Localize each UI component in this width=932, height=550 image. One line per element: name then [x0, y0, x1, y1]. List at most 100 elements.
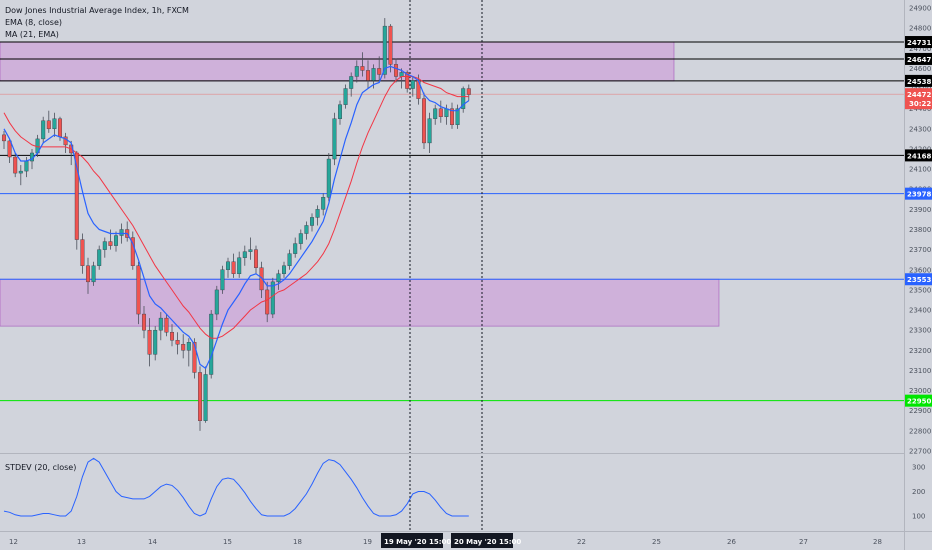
- candle: [377, 56, 382, 81]
- candle: [455, 104, 460, 129]
- candle: [242, 245, 247, 266]
- time-tick-label: 26: [727, 538, 736, 546]
- candle: [354, 60, 359, 83]
- candle-body: [405, 72, 410, 89]
- candle: [438, 100, 443, 123]
- candle: [41, 116, 46, 143]
- candle: [91, 261, 96, 286]
- candle: [338, 100, 343, 125]
- candle-body: [371, 68, 376, 81]
- candle-body: [197, 372, 202, 421]
- level-price-tag: [905, 273, 932, 286]
- level-price-tag: [905, 187, 932, 200]
- candle-body: [461, 88, 466, 109]
- candle: [237, 251, 242, 278]
- candle: [203, 366, 208, 423]
- candle-body: [343, 88, 348, 105]
- ema-legend: EMA (8, close): [5, 18, 62, 27]
- candle: [164, 314, 169, 337]
- candle-body: [304, 225, 309, 234]
- candle-body: [444, 108, 449, 117]
- candle-body: [113, 235, 118, 246]
- candle-body: [438, 108, 443, 117]
- candle-body: [231, 261, 236, 274]
- candle-body: [382, 25, 387, 75]
- time-tick-label: 22: [577, 538, 586, 546]
- candle-body: [366, 70, 371, 81]
- candle-body: [422, 98, 427, 144]
- candle-body: [214, 289, 219, 315]
- symbol-title: Dow Jones Industrial Average Index, 1h, …: [5, 6, 189, 15]
- candle-body: [326, 158, 331, 198]
- candle-body: [158, 317, 163, 331]
- candle: [253, 245, 258, 274]
- price-tick-label: 23400: [909, 307, 931, 315]
- price-tick-label: 23200: [909, 347, 931, 355]
- time-tick-label: 12: [9, 538, 18, 546]
- candle: [231, 253, 236, 278]
- candle: [422, 92, 427, 149]
- candle: [52, 112, 57, 137]
- candle-body: [186, 342, 191, 351]
- time-tick-label: 18: [293, 538, 302, 546]
- candle-body: [147, 329, 152, 355]
- candle: [130, 231, 135, 270]
- candle-body: [253, 249, 258, 268]
- candle: [18, 165, 23, 186]
- candle: [343, 84, 348, 109]
- candle: [153, 326, 158, 361]
- price-tick-label: 23900: [909, 206, 931, 214]
- candle-body: [41, 120, 46, 140]
- candle-body: [24, 160, 29, 172]
- candle-body: [388, 25, 393, 65]
- price-tick-label: 23600: [909, 266, 931, 274]
- ma-legend: MA (21, EMA): [5, 30, 59, 39]
- time-highlight-bg: [381, 533, 443, 548]
- level-price-tag-label: 24731: [907, 39, 931, 47]
- time-tick-label: 14: [148, 538, 157, 546]
- candle-body: [141, 313, 146, 331]
- candle-body: [450, 108, 455, 125]
- candle: [85, 257, 90, 294]
- candle: [332, 112, 337, 166]
- candle: [321, 193, 326, 216]
- candle-body: [360, 66, 365, 71]
- price-tick-label: 23100: [909, 367, 931, 375]
- level-price-tag-label: 23553: [907, 276, 931, 284]
- candle: [304, 221, 309, 240]
- candle-body: [209, 313, 214, 375]
- candle: [410, 76, 415, 97]
- price-tick-label: 24300: [909, 125, 931, 133]
- candle: [349, 72, 354, 97]
- candle: [197, 366, 202, 431]
- candle-body: [410, 80, 415, 89]
- candle-body: [102, 241, 107, 250]
- candle-body: [248, 249, 253, 252]
- last-price-label: 24472: [907, 91, 931, 99]
- candle-body: [310, 217, 315, 226]
- level-price-tag-label: 22950: [907, 398, 931, 406]
- candle-body: [80, 239, 85, 266]
- time-axis-border: [0, 531, 932, 532]
- candle-body: [13, 156, 18, 174]
- ma-21-line: [3, 76, 469, 339]
- candle: [186, 338, 191, 367]
- candle-body: [265, 289, 270, 315]
- price-tick-label: 24600: [909, 65, 931, 73]
- candle-body: [7, 140, 12, 158]
- candle-body: [282, 265, 287, 274]
- candle: [293, 237, 298, 258]
- candle-body: [169, 331, 174, 341]
- price-tick-label: 23000: [909, 387, 931, 395]
- candle: [450, 102, 455, 129]
- candle: [315, 205, 320, 226]
- price-tick-label: 22700: [909, 448, 931, 456]
- candle-body: [399, 72, 404, 77]
- candle: [7, 138, 12, 164]
- candle: [214, 285, 219, 321]
- candle: [136, 261, 141, 325]
- price-tick-label: 23700: [909, 246, 931, 254]
- candle: [270, 277, 275, 319]
